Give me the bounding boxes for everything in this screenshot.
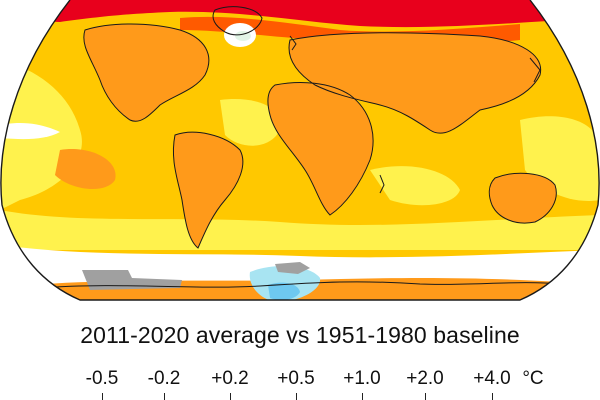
south-america-warming <box>173 132 243 248</box>
legend-tick-mark <box>230 393 231 400</box>
indian-ocean-light <box>370 166 460 206</box>
globe-outline <box>0 0 600 301</box>
legend-tick-mark <box>164 393 165 400</box>
coastline-greenland <box>212 6 263 36</box>
north-america-warming <box>83 24 209 122</box>
eurasia-warming <box>289 32 541 134</box>
legend-unit: °C <box>522 368 544 389</box>
antarctic-cool-core <box>268 282 300 300</box>
arctic-hot-band <box>0 0 600 28</box>
legend-tick-label: -0.2 <box>147 368 181 389</box>
legend-tick-label: +0.2 <box>211 368 249 389</box>
legend-tick-mark <box>296 393 297 400</box>
legend-tick-label: +1.0 <box>343 368 381 389</box>
legend-tick-label: +4.0 <box>473 368 511 389</box>
coastline-south-america <box>172 131 244 249</box>
legend-tick-mark <box>492 393 493 400</box>
legend-tick-label: -0.5 <box>85 368 119 389</box>
legend-tick-mark <box>425 393 426 400</box>
coastline-japan <box>529 57 541 83</box>
legend-tick-mark <box>362 393 363 400</box>
africa-warming <box>267 82 374 215</box>
east-pacific-neutral-patch <box>0 123 60 140</box>
legend-tick-label: +0.5 <box>277 368 315 389</box>
antarctic-missing-data-east <box>275 262 310 274</box>
atlantic-light-streak <box>220 99 281 146</box>
legend-tick-mark <box>102 393 103 400</box>
coastline-madagascar <box>379 174 385 194</box>
coastline-antarctica <box>39 281 561 289</box>
southern-ocean-band <box>0 210 600 250</box>
globe <box>0 0 600 300</box>
coastline-uk <box>289 35 297 51</box>
coastline-africa <box>267 81 374 216</box>
antarctic-missing-data <box>82 270 182 290</box>
central-pacific-warm-patch <box>55 149 116 190</box>
map-caption: 2011-2020 average vs 1951-1980 baseline <box>80 322 520 348</box>
legend-tick-label: +2.0 <box>406 368 444 389</box>
coastline-eurasia <box>288 32 542 134</box>
coastline-north-america <box>83 23 210 122</box>
temperature-anomaly-map <box>0 0 600 301</box>
coastlines <box>39 6 561 289</box>
coastline-australia <box>488 172 557 224</box>
australia-warming <box>489 173 557 224</box>
